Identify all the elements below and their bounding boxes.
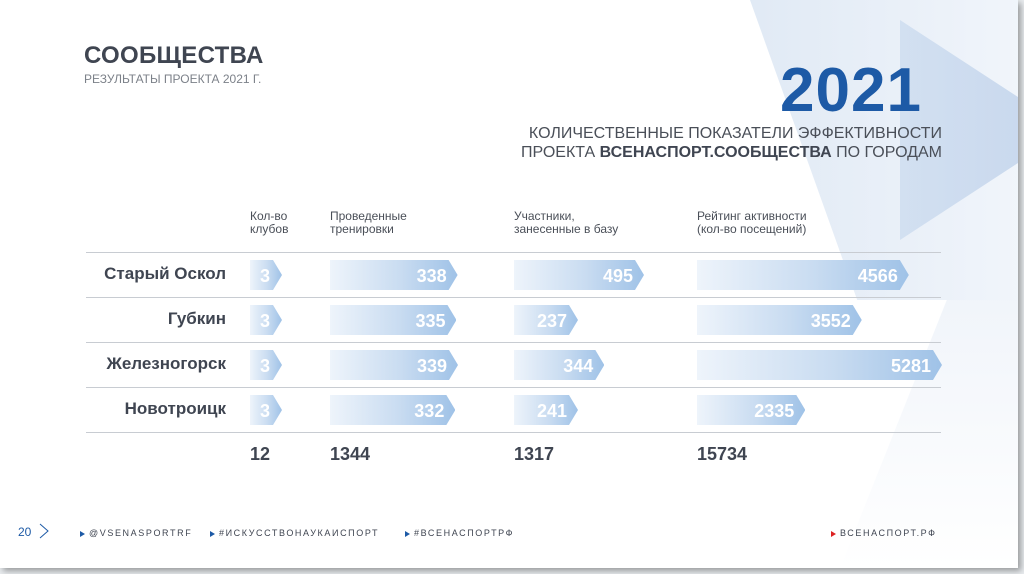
heading-line-2-post: ПО ГОРОДАМ — [836, 144, 942, 161]
bar-participants: 241 — [514, 395, 578, 425]
column-total-rating: 15734 — [697, 444, 748, 464]
column-header-line-1: Участники, — [514, 209, 575, 223]
footer-tag-3-text: #ВСЕНАСПОРТРФ — [414, 528, 515, 538]
page-title: СООБЩЕСТВА — [84, 42, 264, 69]
city-label: Старый Оскол — [104, 264, 226, 283]
bar-value-label: 3 — [260, 356, 271, 376]
bar-clubs: 3 — [250, 350, 282, 380]
bar-value-label: 3552 — [810, 311, 851, 331]
column-header-line-1: Кол-во — [250, 209, 288, 223]
bar-clubs: 3 — [250, 305, 282, 335]
bar-value-label: 3 — [260, 401, 271, 421]
heading-line-1: КОЛИЧЕСТВЕННЫЕ ПОКАЗАТЕЛИ ЭФФЕКТИВНОСТИ — [528, 125, 942, 142]
footer-site-text: ВСЕНАСПОРТ.РФ — [840, 528, 937, 538]
bar-clubs: 3 — [250, 395, 282, 425]
row-divider — [86, 432, 941, 433]
bar-rating: 2335 — [697, 395, 805, 425]
footer-tag-2-text: #ИСКУССТВОНАУКАИСПОРТ — [219, 528, 380, 538]
bar-rating: 3552 — [697, 305, 862, 335]
bar-trainings: 335 — [330, 305, 456, 335]
bar-participants: 237 — [514, 305, 578, 335]
footer-tag-1[interactable]: @VSENASPORTRF — [80, 528, 192, 538]
column-header-line-2: (кол-во посещений) — [697, 222, 807, 236]
footer-tag-1-text: @VSENASPORTRF — [89, 528, 193, 538]
bar-value-label: 5281 — [890, 356, 931, 376]
column-header-line-1: Рейтинг активности — [697, 209, 807, 223]
section-heading: КОЛИЧЕСТВЕННЫЕ ПОКАЗАТЕЛИ ЭФФЕКТИВНОСТИ … — [521, 124, 942, 162]
bar-clubs: 3 — [250, 260, 282, 290]
row-divider — [86, 342, 941, 343]
page-subtitle: РЕЗУЛЬТАТЫ ПРОЕКТА 2021 Г. — [84, 72, 262, 86]
bar-value-label: 4566 — [857, 266, 898, 286]
bar-value-label: 332 — [414, 401, 445, 421]
row-divider — [86, 297, 941, 298]
bar-value-label: 339 — [416, 356, 447, 376]
bar-trainings: 339 — [330, 350, 458, 380]
bar-value-label: 3 — [260, 266, 271, 286]
bar-participants: 495 — [514, 260, 644, 290]
column-header-line-1: Проведенные — [330, 209, 407, 223]
bar-value-label: 335 — [415, 311, 446, 331]
bar-value-label: 237 — [536, 311, 567, 331]
bar-value-label: 241 — [536, 401, 567, 421]
footer-marker-icon — [405, 530, 410, 537]
column-header-participants: Участники, занесенные в базу — [514, 210, 618, 236]
bar-rating: 4566 — [697, 260, 909, 290]
bar-value-label: 2335 — [754, 401, 795, 421]
year-label: 2021 — [780, 56, 922, 125]
row-divider — [86, 252, 941, 253]
bar-value-label: 495 — [602, 266, 633, 286]
footer-marker-icon — [831, 530, 836, 537]
column-total-clubs: 12 — [250, 444, 271, 464]
page-number: 20 — [18, 525, 32, 539]
footer-marker-icon — [80, 530, 85, 537]
bar-trainings: 338 — [330, 260, 458, 290]
footer-tag-2[interactable]: #ИСКУССТВОНАУКАИСПОРТ — [210, 528, 379, 538]
city-label: Железногорск — [106, 354, 226, 373]
heading-line-2-pre: ПРОЕКТА — [521, 144, 596, 161]
column-header-line-2: занесенные в базу — [514, 222, 619, 236]
heading-line-2-bold: ВСЕНАСПОРТ.СООБЩЕСТВА — [599, 144, 832, 161]
column-total-participants: 1317 — [514, 444, 555, 464]
column-header-trainings: Проведенные тренировки — [330, 210, 407, 236]
column-header-rating: Рейтинг активности (кол-во посещений) — [697, 210, 807, 236]
column-header-line-2: клубов — [250, 222, 289, 236]
page-chevron-icon — [39, 523, 49, 539]
column-total-trainings: 1344 — [330, 444, 371, 464]
footer-site-link[interactable]: ВСЕНАСПОРТ.РФ — [831, 528, 937, 538]
bar-rating: 5281 — [697, 350, 942, 380]
bar-value-label: 344 — [563, 356, 594, 376]
heading-line-2: ПРОЕКТА ВСЕНАСПОРТ.СООБЩЕСТВА ПО ГОРОДАМ — [521, 143, 942, 162]
column-header-clubs: Кол-во клубов — [250, 210, 288, 236]
city-label: Новотроицк — [124, 399, 226, 418]
bar-value-label: 3 — [260, 311, 271, 331]
row-divider — [86, 387, 941, 388]
column-header-line-2: тренировки — [330, 222, 394, 236]
footer-marker-icon — [210, 530, 215, 537]
bar-participants: 344 — [514, 350, 604, 380]
footer-tag-3[interactable]: #ВСЕНАСПОРТРФ — [405, 528, 514, 538]
city-label: Губкин — [167, 309, 226, 328]
bar-value-label: 338 — [416, 266, 447, 286]
bar-trainings: 332 — [330, 395, 455, 425]
